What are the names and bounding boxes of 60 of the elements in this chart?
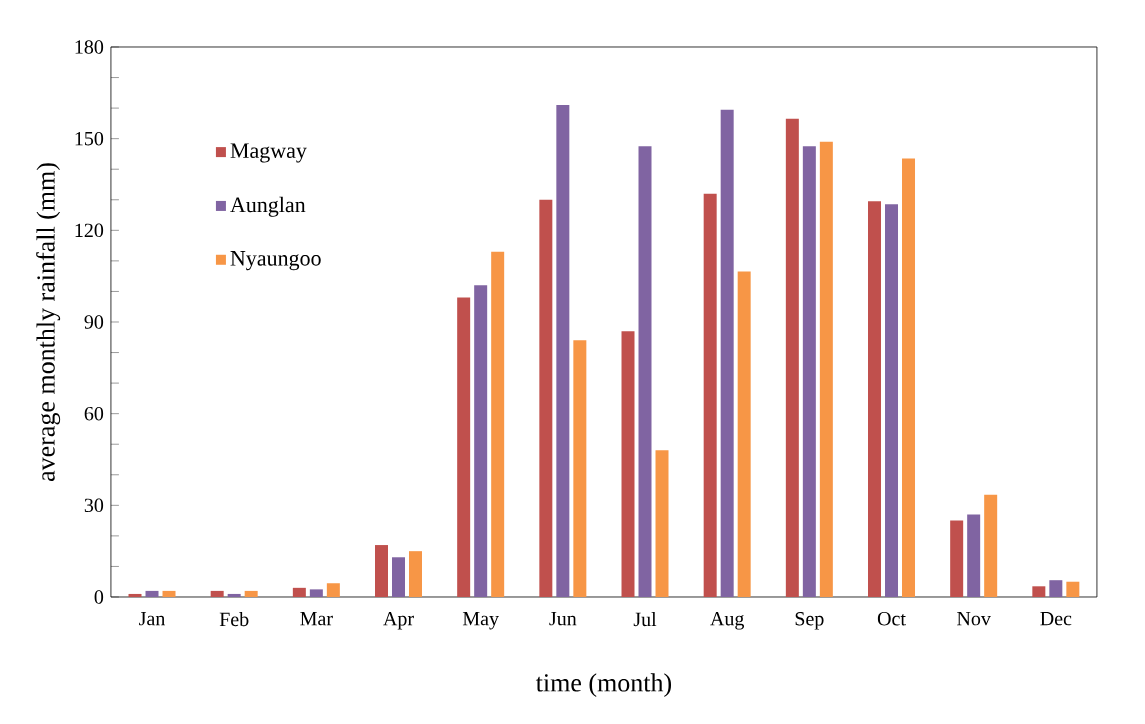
x-tick-label: Sep <box>795 612 824 630</box>
bar <box>868 201 882 597</box>
bar <box>162 590 176 597</box>
y-tick-label: 30 <box>84 498 104 513</box>
bar <box>885 204 899 597</box>
bar <box>967 514 981 597</box>
x-tick-label: May <box>462 612 499 630</box>
bar <box>128 593 142 597</box>
x-tick-label: Feb <box>219 612 249 627</box>
bar <box>703 193 717 597</box>
bar <box>819 141 833 597</box>
bar <box>244 590 258 597</box>
x-tick-label: Dec <box>1040 612 1072 626</box>
x-tick-label: Oct <box>877 612 906 626</box>
bar <box>145 590 159 597</box>
x-tick-label: Apr <box>383 612 414 630</box>
bar <box>375 545 389 597</box>
bar <box>1066 581 1080 597</box>
bar <box>950 520 964 597</box>
bar <box>802 146 816 597</box>
x-tick-label: Jul <box>633 612 657 627</box>
x-tick-label: Nov <box>957 612 991 626</box>
bar <box>621 331 635 597</box>
bar <box>292 587 306 597</box>
bar <box>227 593 241 597</box>
bar <box>902 158 916 597</box>
bar <box>539 199 553 597</box>
legend-label: Nyaungoo <box>230 251 321 271</box>
bar <box>491 251 505 597</box>
bar <box>638 146 652 597</box>
bar <box>785 118 799 597</box>
y-tick-label: 180 <box>75 40 104 54</box>
bar <box>326 583 340 597</box>
bar <box>720 109 734 597</box>
bar <box>573 340 587 597</box>
y-tick-label: 90 <box>84 315 104 329</box>
bar <box>1049 580 1063 597</box>
y-tick-label: 60 <box>84 406 104 421</box>
x-tick-label: Mar <box>300 612 333 626</box>
bar <box>984 494 998 597</box>
y-tick-label: 150 <box>75 131 104 146</box>
bar <box>210 590 224 597</box>
bar <box>1032 586 1046 597</box>
x-tick-label: Aug <box>710 612 745 630</box>
bar <box>737 271 751 597</box>
x-tick-label: Jun <box>549 612 577 626</box>
x-axis-title: time (month) <box>535 673 672 697</box>
x-tick-label: Jan <box>139 612 166 626</box>
legend-label: Aunglan <box>230 196 306 217</box>
bar <box>409 551 423 597</box>
bar <box>309 589 323 597</box>
bar <box>655 450 669 597</box>
bar <box>457 297 471 597</box>
bar <box>474 285 488 597</box>
y-axis-title: average monthly rainfall (mm) <box>36 163 61 481</box>
y-tick-label: 120 <box>75 223 104 238</box>
y-tick-label: 0 <box>94 590 104 604</box>
bar <box>556 105 570 597</box>
bar <box>392 557 406 597</box>
legend-label: Magway <box>230 143 307 163</box>
